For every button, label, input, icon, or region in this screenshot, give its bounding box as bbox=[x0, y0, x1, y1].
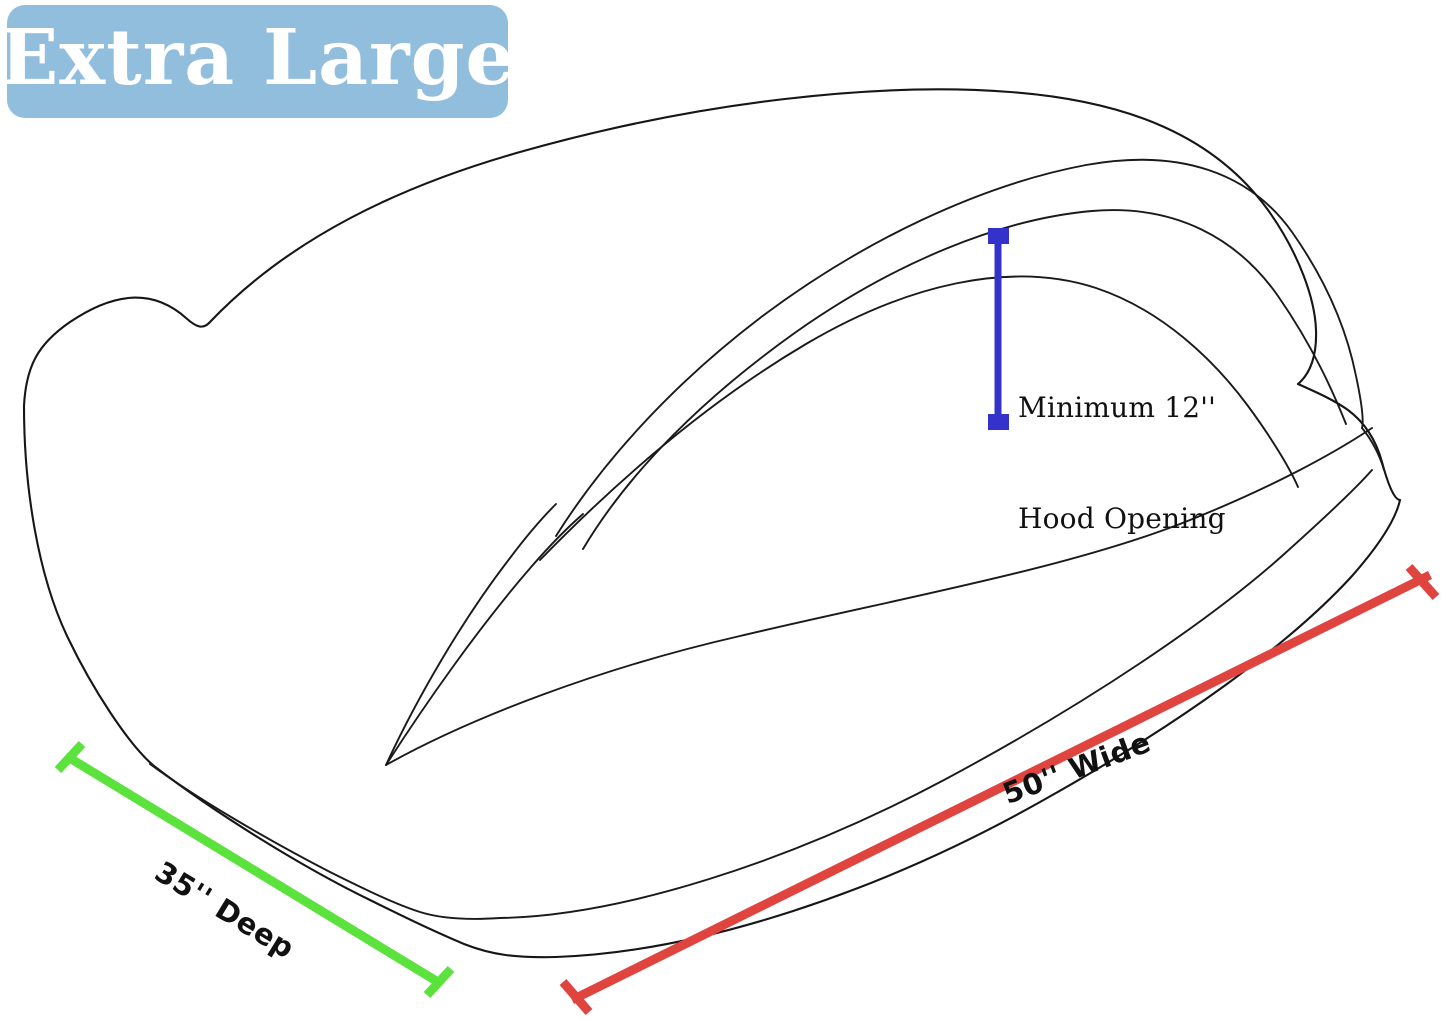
dimension-hood-opening bbox=[988, 228, 1009, 430]
hood-opening-label-line-1: Minimum 12'' bbox=[1018, 390, 1217, 424]
box-mid-body-seam bbox=[385, 427, 1373, 766]
box-lower-left-contour bbox=[152, 764, 558, 959]
size-badge-label: Extra Large bbox=[0, 13, 516, 103]
box-lower-left-seam bbox=[149, 763, 501, 920]
hood-dimension-cap-top bbox=[988, 228, 1009, 244]
depth-dimension-line bbox=[65, 753, 441, 986]
dimension-depth bbox=[54, 740, 455, 999]
depth-dimension-cap-top bbox=[54, 740, 86, 774]
hood-dimension-cap-bottom bbox=[988, 414, 1009, 430]
box-front-crease-right bbox=[385, 513, 584, 766]
box-bottom-edge bbox=[554, 498, 1402, 959]
dimension-width bbox=[559, 563, 1440, 1015]
box-lid-seam-1 bbox=[555, 158, 1364, 537]
box-rear-taper bbox=[1296, 382, 1402, 502]
box-rear-seam bbox=[1361, 427, 1385, 471]
box-bottom-skirt-seam bbox=[499, 469, 1373, 919]
size-badge: Extra Large bbox=[0, 5, 514, 118]
hood-opening-label-line-2: Hood Opening bbox=[1018, 501, 1226, 535]
width-dimension-cap-right bbox=[1405, 563, 1440, 601]
width-dimension-cap-left bbox=[559, 979, 593, 1015]
hood-opening-label: Minimum 12'' Hood Opening bbox=[1018, 316, 1226, 612]
box-lid-seam-2 bbox=[582, 209, 1347, 550]
box-top-shell-outline bbox=[22, 88, 1318, 408]
box-hood-inner-arc bbox=[539, 275, 1299, 561]
box-front-crease-left bbox=[385, 503, 557, 766]
width-dimension-line bbox=[570, 570, 1432, 1005]
box-left-face-edge bbox=[22, 404, 156, 768]
depth-dimension-cap-bottom bbox=[423, 965, 455, 999]
